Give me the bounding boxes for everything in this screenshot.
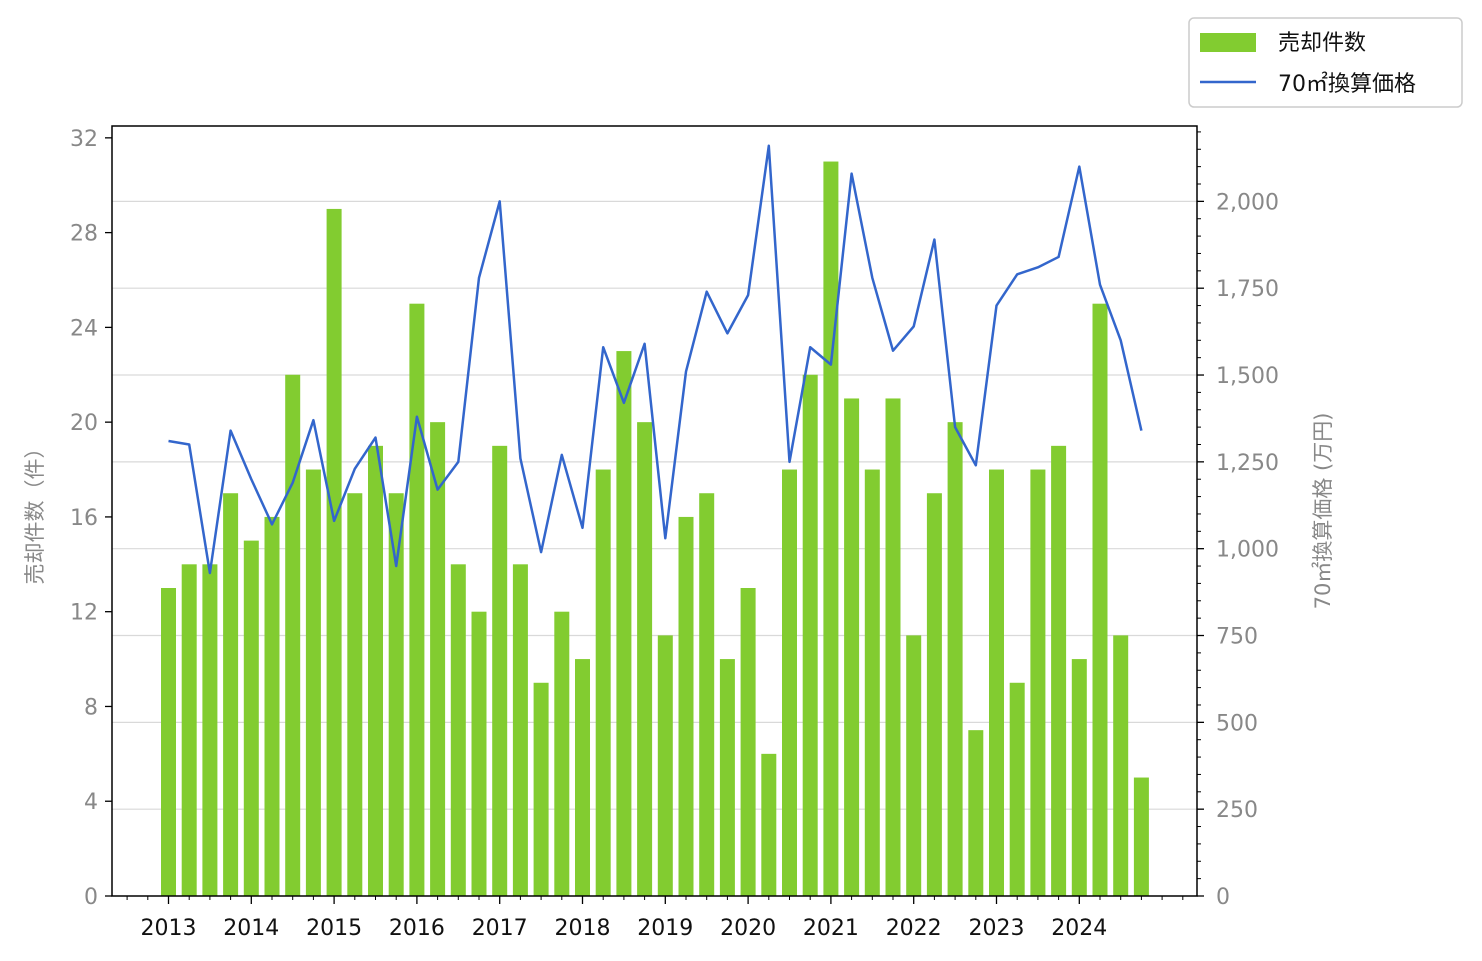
bar [450,564,466,896]
bar [885,398,901,896]
bar [719,659,735,896]
legend-bar-swatch [1200,33,1256,52]
axis-ticks [105,131,1204,904]
bar [512,564,528,896]
x-tick-label: 2023 [969,916,1025,941]
x-tick-label: 2019 [637,916,693,941]
legend-label-line: 70㎡換算価格 [1278,71,1416,97]
x-tick-label: 2022 [886,916,942,941]
y-left-tick-label: 8 [84,695,98,720]
legend-label-bars: 売却件数 [1278,31,1366,56]
bar [1092,303,1108,896]
bar [1133,777,1149,896]
bar [285,374,301,896]
x-tick-label: 2018 [555,916,611,941]
bar [595,469,611,896]
bar [947,422,963,896]
x-tick-label: 2024 [1051,916,1107,941]
bar [699,493,715,896]
bar [409,303,425,896]
bar [533,682,549,896]
bar [1113,635,1129,896]
bar [616,351,632,897]
bar [430,422,446,896]
bar [637,422,653,896]
x-tick-label: 2014 [223,916,279,941]
bar [305,469,321,896]
bar [1030,469,1046,896]
bar-series [161,161,1149,897]
y-left-tick-label: 12 [70,601,98,626]
bar [223,493,239,896]
bar [243,540,259,896]
axis-tick-labels: 04812162024283202505007501,0001,2501,500… [70,127,1279,941]
price-line [168,144,1143,575]
x-tick-label: 2016 [389,916,445,941]
bar [657,635,673,896]
y-left-tick-label: 0 [84,885,98,910]
y-left-tick-label: 4 [84,790,98,815]
bar [181,564,197,896]
y-right-axis-label: 70㎡換算価格 (万円) [1311,413,1335,610]
y-right-tick-label: 500 [1216,711,1258,736]
y-right-tick-label: 250 [1216,798,1258,823]
y-left-axis-label: 売却件数（件） [23,438,47,585]
bar [844,398,860,896]
x-tick-label: 2020 [720,916,776,941]
bar [968,730,984,896]
bar [782,469,797,896]
bar [161,588,176,896]
bar [989,469,1004,896]
bar [471,611,487,896]
x-tick-label: 2021 [803,916,859,941]
x-tick-label: 2017 [472,916,528,941]
y-right-tick-label: 2,000 [1216,190,1279,215]
bar [1009,682,1025,896]
y-left-tick-label: 24 [70,316,98,341]
y-right-tick-label: 0 [1216,885,1230,910]
plot-frame [111,125,1198,897]
bar [388,493,404,896]
y-right-tick-label: 750 [1216,625,1258,650]
y-left-tick-label: 20 [70,411,98,436]
bar [740,588,756,896]
x-tick-label: 2013 [141,916,197,941]
bar [864,469,880,896]
bar [347,493,363,896]
bar [906,635,922,896]
bar [926,493,942,896]
y-left-tick-label: 16 [70,506,98,531]
bar [761,753,777,896]
bar [264,516,280,896]
bar [802,374,818,896]
y-right-tick-label: 1,750 [1216,277,1279,302]
legend-box [1188,17,1463,108]
bar [575,659,590,896]
x-tick-label: 2015 [306,916,362,941]
legend: 売却件数 70㎡換算価格 [1188,17,1463,108]
bar [492,445,508,896]
bar [368,445,383,896]
bar [554,611,570,896]
bar [326,208,342,896]
bar [1071,659,1087,896]
y-right-tick-label: 1,500 [1216,364,1279,389]
y-left-tick-label: 28 [70,222,98,247]
y-right-tick-label: 1,000 [1216,538,1279,563]
bar [823,161,839,897]
bar [1051,445,1067,896]
bar [678,516,694,896]
bar [202,564,218,896]
y-left-tick-label: 32 [70,127,98,152]
y-right-tick-label: 1,250 [1216,451,1279,476]
